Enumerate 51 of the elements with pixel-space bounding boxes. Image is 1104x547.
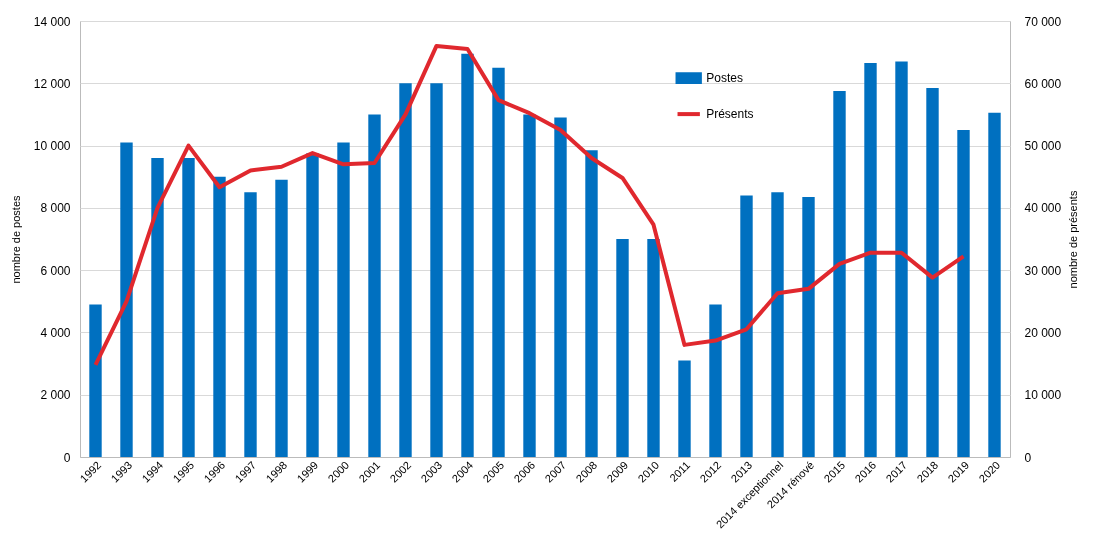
y2-tick-label: 50 000 (1024, 139, 1062, 154)
bar (120, 142, 133, 457)
bar (430, 83, 443, 457)
bar (740, 195, 753, 457)
bar (771, 192, 784, 457)
y2-tick-label: 60 000 (1024, 76, 1062, 91)
y2-tick-label: 70 000 (1024, 14, 1062, 29)
bar (926, 87, 939, 457)
y2-tick-label: 10 000 (1024, 388, 1062, 403)
y-tick-label: 8 000 (40, 201, 71, 216)
bar (523, 114, 536, 457)
y-axis-title: nombre de postes (9, 194, 22, 284)
y-tick-label: 4 000 (40, 325, 71, 340)
bar (244, 192, 257, 457)
bar (275, 179, 288, 457)
y2-axis-title: nombre de présents (1067, 190, 1080, 289)
bar (709, 304, 722, 457)
y-tick-label: 12 000 (33, 76, 71, 91)
legend-label: Présents (706, 107, 754, 122)
bar (647, 239, 660, 457)
bar (833, 91, 846, 457)
bar (337, 142, 350, 457)
bar (616, 239, 629, 457)
bar (399, 83, 412, 457)
bar (895, 61, 908, 457)
bar (306, 153, 319, 457)
y-tick-label: 6 000 (40, 263, 71, 278)
bar (461, 53, 474, 457)
y2-tick-label: 40 000 (1024, 201, 1062, 216)
bar (213, 176, 226, 457)
bar (89, 304, 102, 457)
y-tick-label: 10 000 (33, 139, 71, 154)
bar (554, 117, 567, 457)
y2-tick-label: 30 000 (1024, 263, 1062, 278)
bar (802, 196, 815, 457)
y2-tick-label: 20 000 (1024, 325, 1062, 340)
bar (678, 360, 691, 457)
bar (585, 150, 598, 457)
bar (368, 114, 381, 457)
legend-label: Postes (706, 71, 743, 86)
line-series (93, 43, 966, 367)
bar (988, 112, 1001, 457)
bar (182, 158, 195, 457)
y2-tick-label: 0 (1024, 450, 1032, 465)
bar (864, 63, 877, 457)
bar (957, 130, 970, 457)
y-tick-label: 0 (63, 450, 71, 465)
bar (151, 158, 164, 457)
y-tick-label: 14 000 (33, 14, 71, 29)
bar (492, 67, 505, 457)
y-tick-label: 2 000 (40, 388, 71, 403)
